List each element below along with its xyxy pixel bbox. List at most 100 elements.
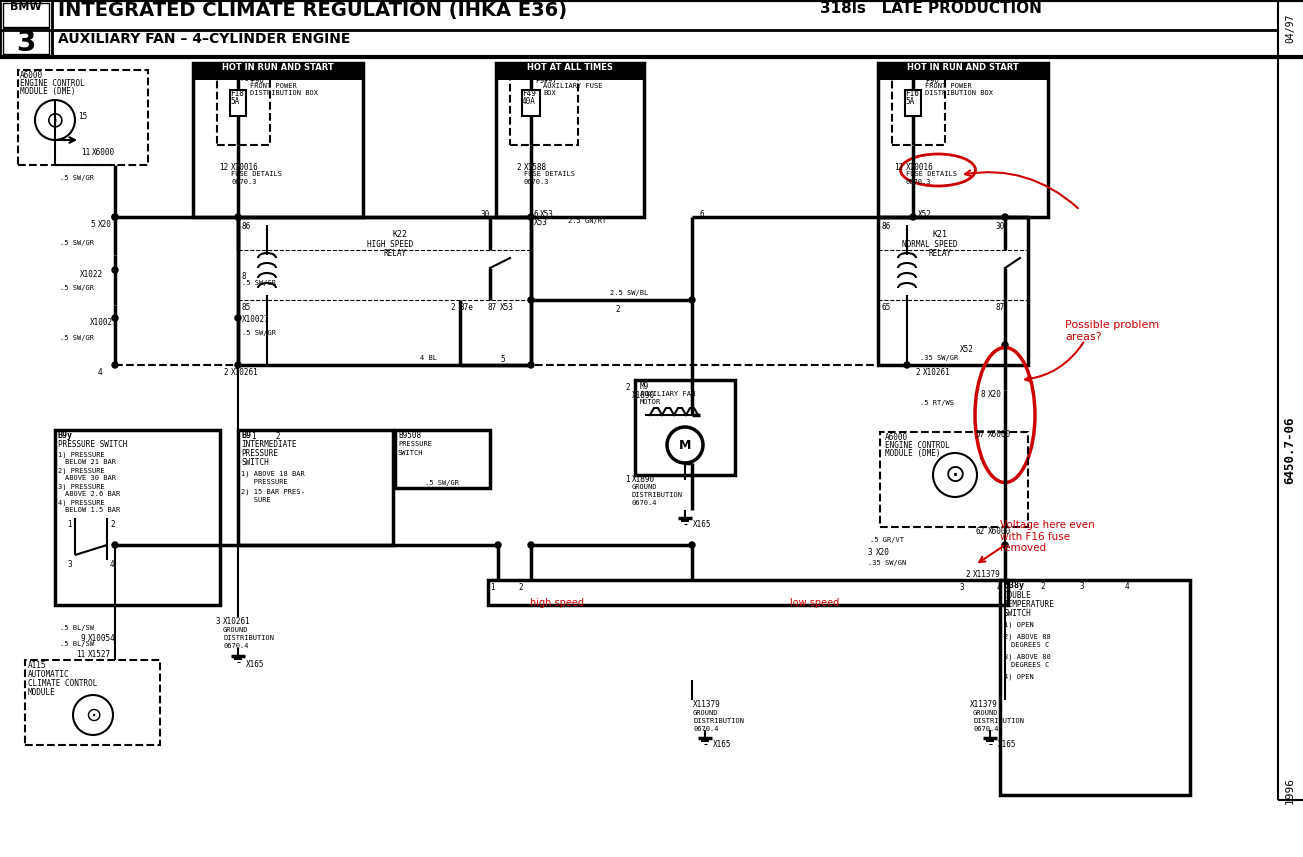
Text: X165: X165	[693, 520, 711, 529]
Text: 12: 12	[219, 163, 228, 172]
Bar	[18, 70, 149, 165]
Circle shape	[235, 362, 241, 368]
Text: HIGH SPEED: HIGH SPEED	[367, 240, 413, 249]
Circle shape	[689, 542, 694, 548]
Text: X6000: X6000	[93, 148, 115, 157]
Bar	[0, 0, 1303, 57]
Text: X1588: X1588	[524, 163, 547, 172]
Circle shape	[235, 315, 241, 321]
Text: 3) ABOVE 80: 3) ABOVE 80	[1005, 653, 1050, 660]
Text: 2: 2	[1040, 582, 1045, 591]
Text: P97: P97	[536, 76, 549, 85]
Bar	[509, 72, 579, 145]
Text: M9: M9	[640, 382, 649, 391]
Text: GROUND: GROUND	[223, 627, 249, 633]
Text: NORMAL SPEED: NORMAL SPEED	[902, 240, 958, 249]
Text: .5 SW/GR: .5 SW/GR	[242, 330, 276, 336]
Text: HOT IN RUN AND START: HOT IN RUN AND START	[222, 63, 334, 72]
Text: GROUND: GROUND	[973, 710, 998, 716]
Text: 2.5 GN/RT: 2.5 GN/RT	[568, 218, 606, 224]
Circle shape	[112, 542, 119, 548]
Text: ENGINE CONTROL: ENGINE CONTROL	[885, 441, 950, 450]
Text: .5 BL/SW: .5 BL/SW	[60, 641, 94, 647]
Text: 11: 11	[76, 650, 85, 659]
Text: 4) OPEN: 4) OPEN	[1005, 673, 1033, 680]
Text: 8: 8	[980, 390, 985, 399]
Text: 5A: 5A	[231, 97, 240, 106]
Text: X165: X165	[998, 740, 1016, 749]
Text: CLIMATE CONTROL: CLIMATE CONTROL	[27, 679, 98, 688]
Text: 86: 86	[242, 222, 251, 231]
Bar	[25, 660, 160, 745]
Text: 15: 15	[78, 112, 87, 121]
Text: BMW: BMW	[10, 2, 42, 12]
Text: X10027: X10027	[242, 315, 270, 324]
Text: BELOW 21 BAR: BELOW 21 BAR	[65, 459, 116, 465]
Bar	[496, 63, 644, 217]
Text: ABOVE 2.6 BAR: ABOVE 2.6 BAR	[65, 491, 120, 497]
Text: 5: 5	[500, 355, 504, 364]
Text: 6: 6	[700, 210, 705, 219]
Text: AUTOMATIC: AUTOMATIC	[27, 670, 69, 679]
Text: Voltage here even
with F16 fuse
removed: Voltage here even with F16 fuse removed	[999, 520, 1095, 554]
Text: 0670.4: 0670.4	[693, 726, 718, 732]
Bar	[880, 432, 1028, 527]
Text: X10261: X10261	[223, 617, 250, 626]
Text: MOTOR: MOTOR	[640, 399, 661, 405]
Text: P97: P97	[543, 76, 556, 85]
Text: A115: A115	[27, 661, 47, 670]
Text: PRESSURE: PRESSURE	[241, 449, 278, 458]
Text: BOX: BOX	[543, 90, 556, 96]
Bar	[3, 28, 50, 54]
Text: 2: 2	[450, 303, 455, 312]
Text: X1890: X1890	[632, 391, 655, 400]
Text: 2.5 SW/BL: 2.5 SW/BL	[610, 290, 649, 296]
Text: 0670.4: 0670.4	[223, 643, 249, 649]
Text: INTEGRATED CLIMATE REGULATION (IHKA E36): INTEGRATED CLIMATE REGULATION (IHKA E36)	[59, 1, 567, 20]
Text: .5 GR/VT: .5 GR/VT	[870, 537, 904, 543]
Text: F16: F16	[906, 89, 919, 98]
Circle shape	[112, 214, 119, 220]
Bar	[878, 217, 1028, 365]
Circle shape	[112, 267, 119, 273]
Text: PRESSURE: PRESSURE	[241, 479, 288, 485]
Text: .5 SW/GR: .5 SW/GR	[60, 240, 94, 246]
Text: FRONT POWER: FRONT POWER	[925, 83, 972, 89]
Text: GROUND: GROUND	[693, 710, 718, 716]
Text: ABOVE 30 BAR: ABOVE 30 BAR	[65, 475, 116, 481]
Text: 4: 4	[1124, 582, 1130, 591]
Text: DISTRIBUTION BOX: DISTRIBUTION BOX	[250, 90, 318, 96]
Text: 04/97: 04/97	[1285, 14, 1295, 43]
Text: 2: 2	[223, 368, 228, 377]
Text: X20: X20	[876, 548, 890, 557]
Bar	[193, 63, 364, 217]
Text: MODULE: MODULE	[27, 688, 56, 697]
Text: P90: P90	[240, 74, 254, 83]
Text: A6000: A6000	[885, 433, 908, 442]
Text: X10054: X10054	[89, 634, 116, 643]
Text: X1022: X1022	[79, 270, 103, 279]
Text: .5 RT/WS: .5 RT/WS	[920, 400, 954, 406]
Text: ⊙: ⊙	[945, 463, 966, 487]
Text: 2: 2	[966, 570, 969, 579]
Text: B9: B9	[241, 431, 251, 440]
Bar	[395, 430, 490, 488]
Text: X53: X53	[539, 210, 554, 219]
Text: 2: 2	[615, 305, 620, 314]
Text: 1) ABOVE 18 BAR: 1) ABOVE 18 BAR	[241, 470, 305, 476]
Text: Possible problem
areas?: Possible problem areas?	[1065, 320, 1160, 342]
Text: HOT AT ALL TIMES: HOT AT ALL TIMES	[526, 63, 612, 72]
Text: .5 SW/GR: .5 SW/GR	[242, 280, 276, 286]
Text: 57: 57	[976, 430, 985, 439]
Text: 2: 2	[625, 383, 629, 392]
Circle shape	[528, 297, 534, 303]
Bar	[878, 63, 1048, 217]
Text: 3) PRESSURE: 3) PRESSURE	[59, 483, 104, 489]
Text: DISTRIBUTION: DISTRIBUTION	[632, 492, 683, 498]
Text: 62: 62	[976, 527, 985, 536]
Text: 85: 85	[242, 303, 251, 312]
Text: X10261: X10261	[231, 368, 259, 377]
Text: 0670.3: 0670.3	[231, 179, 257, 185]
Text: 3: 3	[68, 560, 72, 569]
Circle shape	[1002, 542, 1009, 548]
